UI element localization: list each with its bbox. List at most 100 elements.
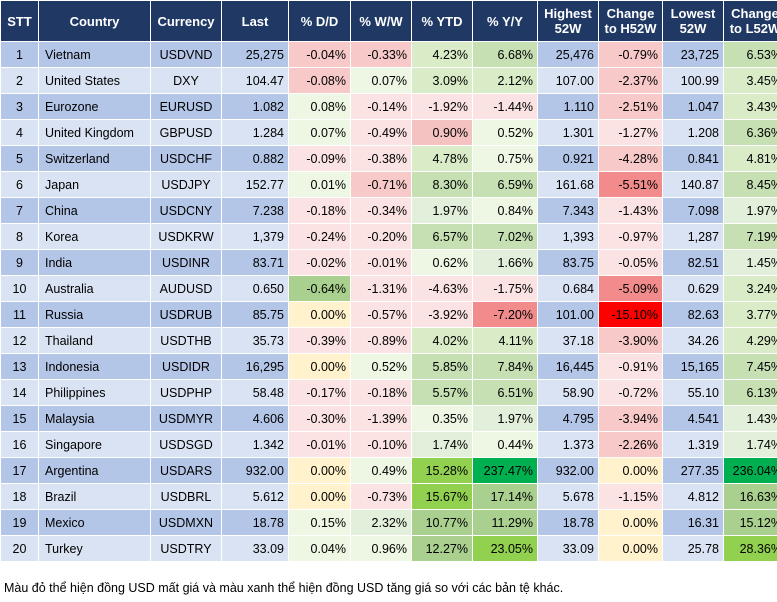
cell-last: 25,275 bbox=[221, 41, 289, 68]
cell-last: 33.09 bbox=[221, 535, 289, 562]
cell-lowest-52w: 34.26 bbox=[662, 327, 724, 354]
cell-ytd: -1.92% bbox=[411, 93, 473, 120]
cell-change-l52w: 8.45% bbox=[723, 171, 777, 198]
cell-ytd: -4.63% bbox=[411, 275, 473, 302]
header-country: Country bbox=[38, 0, 151, 42]
cell-highest-52w: 161.68 bbox=[537, 171, 599, 198]
table-row: 6 Japan USDJPY 152.77 0.01% -0.71% 8.30% 6.59% 1… bbox=[0, 171, 777, 198]
header-yy: % Y/Y bbox=[472, 0, 538, 42]
cell-change-l52w: 15.12% bbox=[723, 509, 777, 536]
cell-stt: 17 bbox=[0, 457, 39, 484]
cell-ytd: 1.97% bbox=[411, 197, 473, 224]
cell-change-l52w: 7.45% bbox=[723, 353, 777, 380]
cell-yy: 1.97% bbox=[472, 405, 538, 432]
table-row: 7 China USDCNY 7.238 -0.18% -0.34% 1.97% 0.84% 7… bbox=[0, 197, 777, 224]
cell-change-h52w: -2.37% bbox=[598, 67, 663, 94]
cell-currency: USDMXN bbox=[150, 509, 222, 536]
cell-yy: 0.84% bbox=[472, 197, 538, 224]
cell-last: 35.73 bbox=[221, 327, 289, 354]
table-row: 9 India USDINR 83.71 -0.02% -0.01% 0.62% 1.66% 8… bbox=[0, 249, 777, 276]
cell-currency: USDRUB bbox=[150, 301, 222, 328]
caption: Màu đỏ thể hiện đồng USD mất giá và màu … bbox=[4, 581, 564, 595]
cell-change-l52w: 3.77% bbox=[723, 301, 777, 328]
table-row: 15 Malaysia USDMYR 4.606 -0.30% -1.39% 0.35% 1.… bbox=[0, 405, 777, 432]
cell-stt: 11 bbox=[0, 301, 39, 328]
cell-lowest-52w: 82.63 bbox=[662, 301, 724, 328]
cell-change-l52w: 236.04% bbox=[723, 457, 777, 484]
cell-ytd: 5.85% bbox=[411, 353, 473, 380]
cell-dd: 0.07% bbox=[288, 119, 351, 146]
cell-last: 85.75 bbox=[221, 301, 289, 328]
cell-yy: 7.02% bbox=[472, 223, 538, 250]
cell-stt: 5 bbox=[0, 145, 39, 172]
cell-country: Singapore bbox=[38, 431, 151, 458]
cell-dd: 0.00% bbox=[288, 483, 351, 510]
cell-dd: 0.00% bbox=[288, 301, 351, 328]
cell-country: Australia bbox=[38, 275, 151, 302]
cell-yy: -1.44% bbox=[472, 93, 538, 120]
cell-change-l52w: 3.24% bbox=[723, 275, 777, 302]
cell-highest-52w: 1,393 bbox=[537, 223, 599, 250]
cell-currency: USDTHB bbox=[150, 327, 222, 354]
cell-yy: -1.75% bbox=[472, 275, 538, 302]
header-lowest-52w: Lowest 52W bbox=[662, 0, 724, 42]
cell-stt: 7 bbox=[0, 197, 39, 224]
cell-change-h52w: -1.43% bbox=[598, 197, 663, 224]
cell-change-h52w: 0.00% bbox=[598, 457, 663, 484]
table-row: 17 Argentina USDARS 932.00 0.00% 0.49% 15.28% 2… bbox=[0, 457, 777, 484]
cell-last: 7.238 bbox=[221, 197, 289, 224]
cell-yy: 0.75% bbox=[472, 145, 538, 172]
cell-lowest-52w: 100.99 bbox=[662, 67, 724, 94]
table-row: 3 Eurozone EURUSD 1.082 0.08% -0.14% -1.92% -1.… bbox=[0, 93, 777, 120]
cell-ww: -0.89% bbox=[350, 327, 412, 354]
cell-change-l52w: 6.53% bbox=[723, 41, 777, 68]
cell-dd: 0.00% bbox=[288, 457, 351, 484]
cell-last: 1,379 bbox=[221, 223, 289, 250]
table-row: 18 Brazil USDBRL 5.612 0.00% -0.73% 15.67% 17.1… bbox=[0, 483, 777, 510]
cell-currency: USDCHF bbox=[150, 145, 222, 172]
cell-highest-52w: 33.09 bbox=[537, 535, 599, 562]
cell-country: India bbox=[38, 249, 151, 276]
cell-lowest-52w: 15,165 bbox=[662, 353, 724, 380]
cell-lowest-52w: 1.208 bbox=[662, 119, 724, 146]
cell-dd: 0.04% bbox=[288, 535, 351, 562]
cell-lowest-52w: 4.812 bbox=[662, 483, 724, 510]
cell-currency: USDSGD bbox=[150, 431, 222, 458]
cell-currency: USDTRY bbox=[150, 535, 222, 562]
cell-ytd: 10.77% bbox=[411, 509, 473, 536]
cell-lowest-52w: 25.78 bbox=[662, 535, 724, 562]
table-row: 16 Singapore USDSGD 1.342 -0.01% -0.10% 1.74% 0… bbox=[0, 431, 777, 458]
cell-change-l52w: 1.74% bbox=[723, 431, 777, 458]
cell-change-h52w: -5.51% bbox=[598, 171, 663, 198]
cell-currency: DXY bbox=[150, 67, 222, 94]
cell-last: 16,295 bbox=[221, 353, 289, 380]
cell-country: Thailand bbox=[38, 327, 151, 354]
cell-ww: 0.07% bbox=[350, 67, 412, 94]
cell-ytd: 15.28% bbox=[411, 457, 473, 484]
cell-ww: -0.57% bbox=[350, 301, 412, 328]
cell-ytd: 6.57% bbox=[411, 223, 473, 250]
cell-highest-52w: 83.75 bbox=[537, 249, 599, 276]
cell-country: Mexico bbox=[38, 509, 151, 536]
cell-last: 104.47 bbox=[221, 67, 289, 94]
table-row: 2 United States DXY 104.47 -0.08% 0.07% 3.09% 2… bbox=[0, 67, 777, 94]
cell-highest-52w: 107.00 bbox=[537, 67, 599, 94]
cell-stt: 3 bbox=[0, 93, 39, 120]
cell-change-h52w: -0.79% bbox=[598, 41, 663, 68]
table-row: 14 Philippines USDPHP 58.48 -0.17% -0.18% 5.57… bbox=[0, 379, 777, 406]
cell-stt: 1 bbox=[0, 41, 39, 68]
cell-dd: -0.09% bbox=[288, 145, 351, 172]
cell-lowest-52w: 277.35 bbox=[662, 457, 724, 484]
cell-dd: -0.08% bbox=[288, 67, 351, 94]
cell-change-h52w: -2.26% bbox=[598, 431, 663, 458]
table-body: 1 Vietnam USDVND 25,275 -0.04% -0.33% 4.23% 6.6… bbox=[0, 41, 777, 562]
cell-last: 0.650 bbox=[221, 275, 289, 302]
cell-currency: GBPUSD bbox=[150, 119, 222, 146]
cell-dd: -0.24% bbox=[288, 223, 351, 250]
cell-dd: -0.17% bbox=[288, 379, 351, 406]
cell-stt: 19 bbox=[0, 509, 39, 536]
cell-lowest-52w: 0.841 bbox=[662, 145, 724, 172]
cell-ww: 0.49% bbox=[350, 457, 412, 484]
cell-ww: -0.71% bbox=[350, 171, 412, 198]
cell-ww: -0.10% bbox=[350, 431, 412, 458]
